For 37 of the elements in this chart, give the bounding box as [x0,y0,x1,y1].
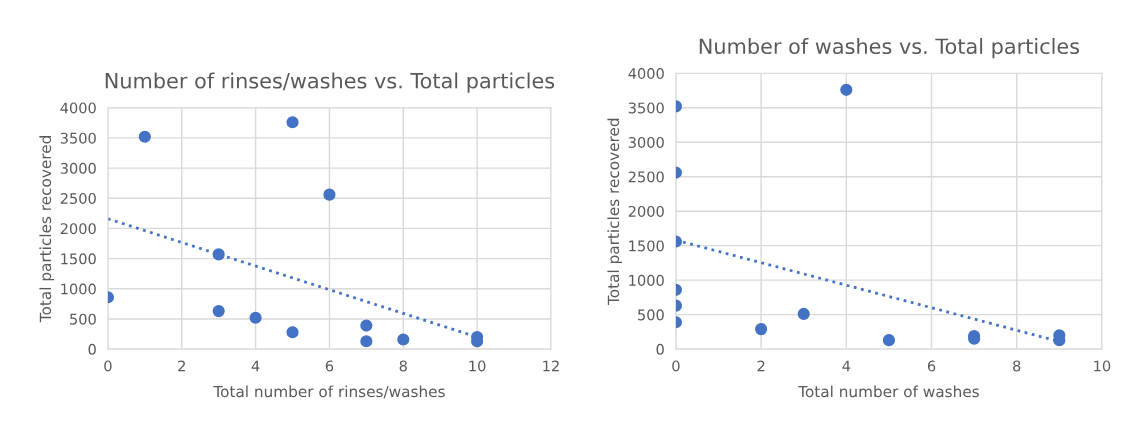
y-tick-label: 0 [656,343,664,355]
x-tick-label: 12 [543,360,559,372]
x-tick-label: 2 [757,360,765,372]
x-tick-label: 10 [469,360,486,372]
chart-title: Number of washes vs. Total particles [699,38,1080,59]
y-tick-label: 3000 [60,162,96,174]
y-tick-label: 3000 [628,136,664,148]
y-axis-title: Total particles recovered [39,136,55,323]
y-tick-label: 2500 [628,171,664,183]
y-tick-label: 500 [638,309,664,321]
x-tick-label: 0 [672,360,680,372]
y-axis-title: Total particles recovered [607,118,623,305]
y-tick-label: 500 [70,313,96,325]
x-axis-title: Total number of rinses/washes [213,385,445,399]
y-tick-label: 1500 [61,253,96,265]
x-tick-label: 2 [178,360,185,372]
x-tick-label: 0 [104,360,112,372]
x-tick-label: 4 [842,360,851,372]
y-tick-label: 1000 [629,274,664,286]
y-tick-label: 1000 [61,283,96,295]
y-tick-label: 3500 [60,132,96,144]
x-tick-label: 4 [251,360,260,372]
x-tick-label: 8 [399,360,407,372]
chart-title: Number of rinses/washes vs. Total particles [105,72,555,93]
x-tick-label: 6 [927,360,936,372]
y-tick-label: 1500 [629,240,664,252]
y-tick-label: 0 [88,343,96,355]
y-tick-label: 3500 [628,102,664,114]
y-tick-label: 2000 [628,205,664,217]
y-tick-label: 4000 [628,67,664,80]
x-tick-label: 8 [1013,360,1021,372]
x-tick-label: 6 [325,360,334,372]
x-tick-label: 10 [1094,360,1111,372]
y-tick-label: 4000 [60,102,96,114]
y-tick-label: 2500 [60,192,96,205]
y-tick-label: 2000 [60,223,96,235]
x-axis-title: Total number of washes [798,385,979,398]
